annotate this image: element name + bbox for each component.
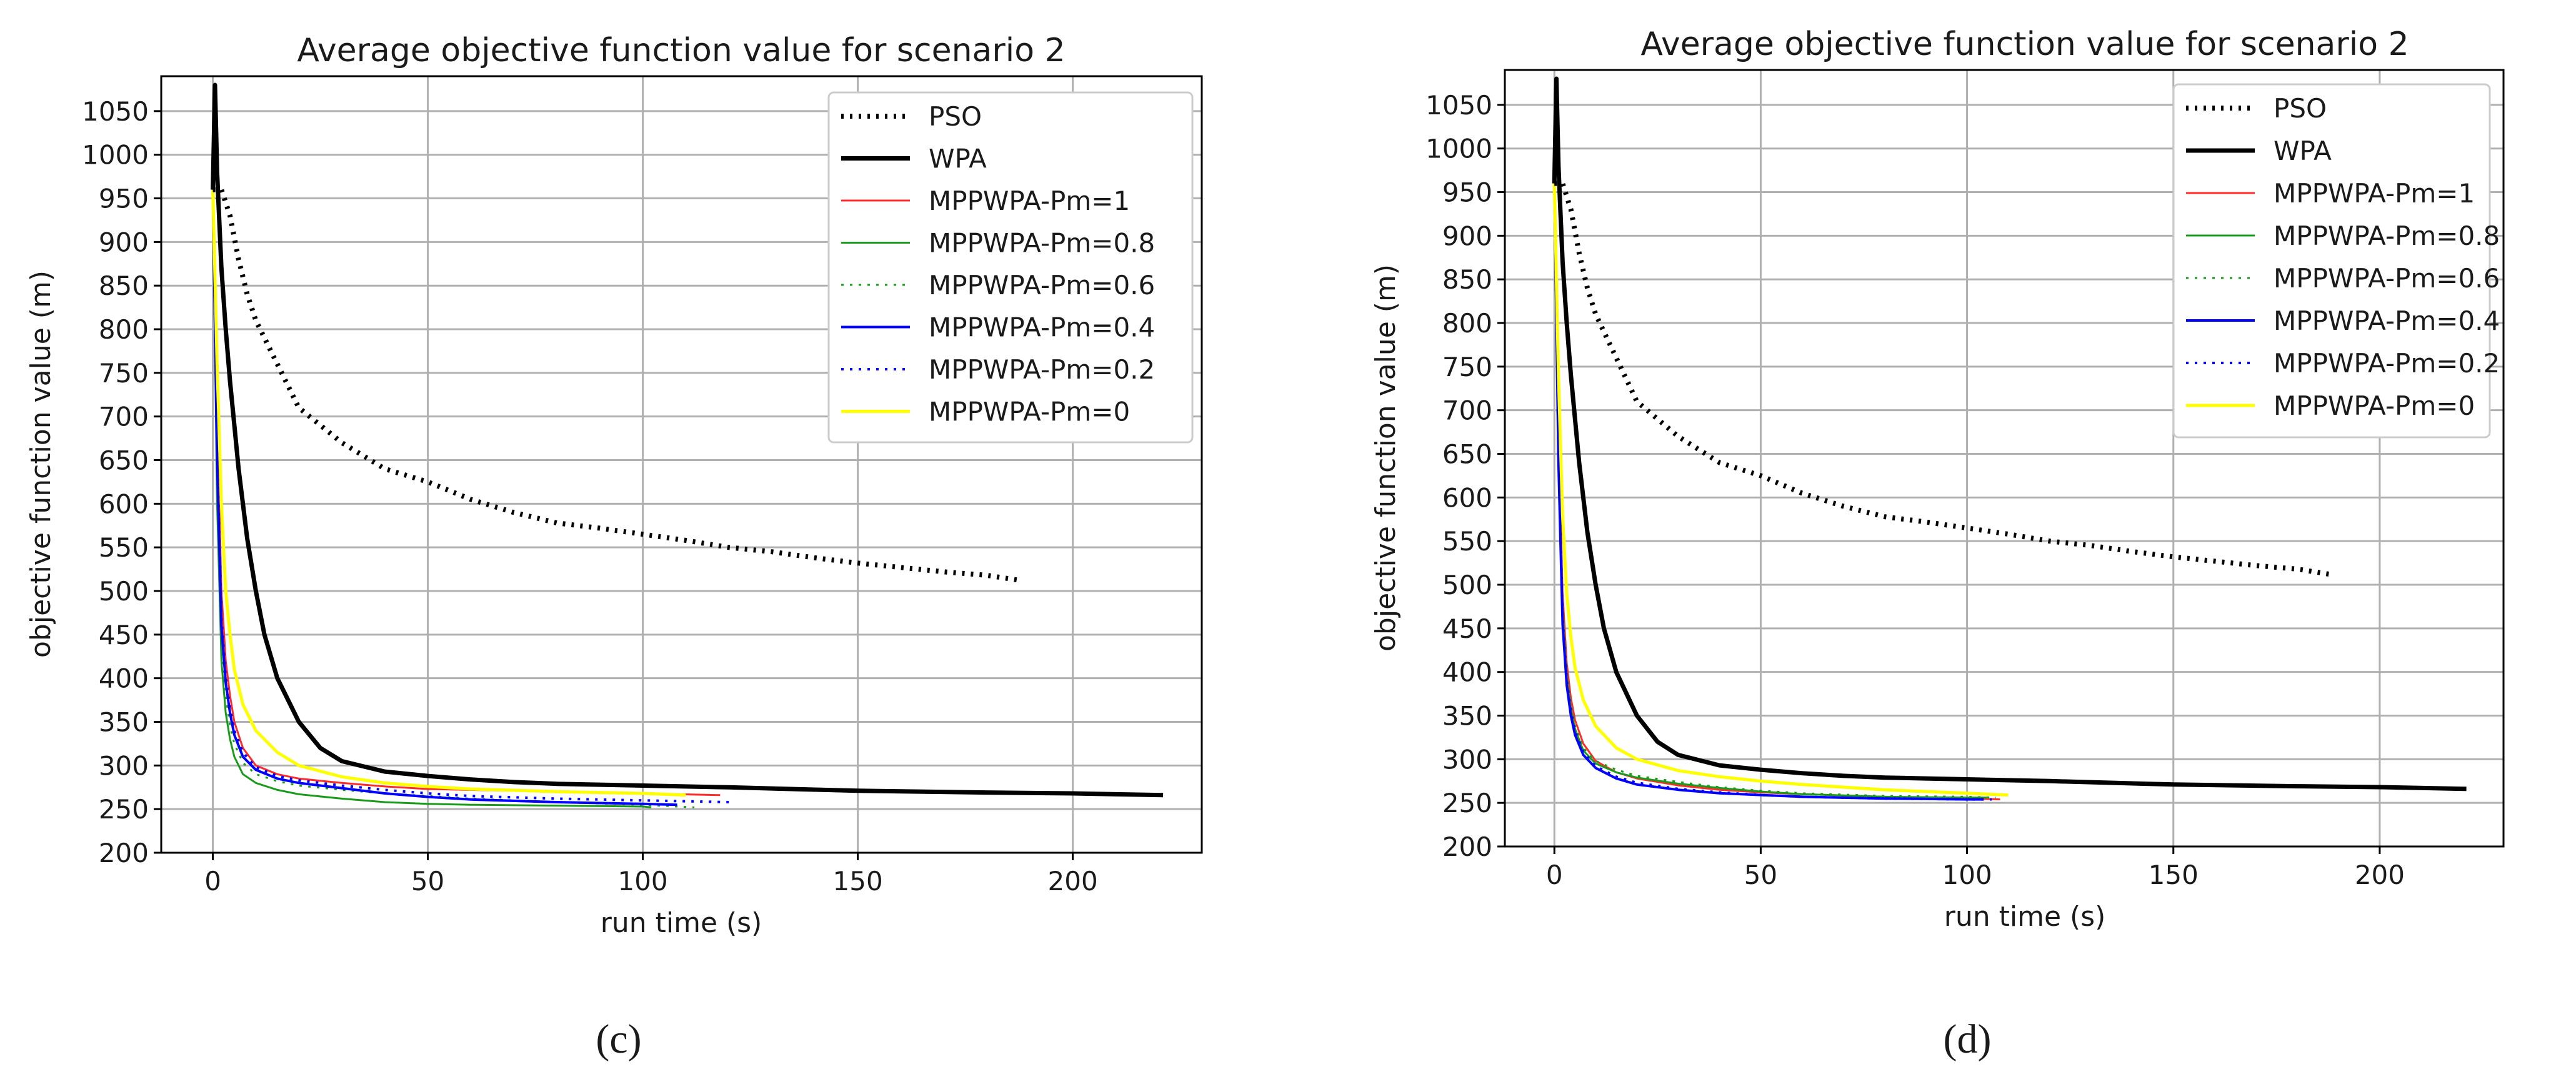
chart-panel-c: Average objective function value for sce… <box>25 32 1203 1062</box>
y-axis-ticks: 200 250 300 350 400 450 500 550 600 650 700 750 800 8… <box>1425 90 1505 862</box>
legend-label: MPPWPA-Pm=0 <box>929 397 1130 427</box>
legend-box <box>827 91 1194 444</box>
series-line-mppwpa-pm-0-6 <box>1553 183 1996 799</box>
y-tick-label: 250 <box>99 794 149 825</box>
x-tick-label: 50 <box>411 866 444 896</box>
series-line-pso <box>212 187 1022 583</box>
legend-label: MPPWPA-Pm=0.8 <box>2274 221 2500 251</box>
y-tick-label: 600 <box>1442 482 1492 513</box>
y-tick-label: 200 <box>99 838 149 868</box>
y-tick-label: 1000 <box>1425 134 1492 164</box>
series-lines <box>211 82 1164 808</box>
x-tick-label: 50 <box>1744 860 1777 890</box>
series-lines <box>1552 76 2467 801</box>
x-axis-ticks: 0 50 100 150 200 <box>204 853 1098 896</box>
plot-frame <box>1504 69 2505 848</box>
legend-label: MPPWPA-Pm=0.4 <box>929 312 1155 343</box>
series-line-mppwpa-pm-0 <box>1552 183 2009 797</box>
y-tick-label: 850 <box>1442 264 1492 295</box>
y-tick-label: 550 <box>99 532 149 563</box>
y-tick-label: 850 <box>99 271 149 301</box>
y-tick-label: 450 <box>1442 613 1492 644</box>
x-tick-label: 0 <box>204 866 221 896</box>
x-axis-label: run time (s) <box>601 907 762 939</box>
series-line-mppwpa-pm-0-2 <box>1553 183 1992 801</box>
legend-label: MPPWPA-Pm=0 <box>2274 390 2475 421</box>
x-tick-label: 0 <box>1546 860 1563 890</box>
series-line-mppwpa-pm-0-2 <box>211 189 729 803</box>
series-line-mppwpa-pm-0 <box>211 189 686 797</box>
x-tick-label: 100 <box>617 866 667 896</box>
legend-label: MPPWPA-Pm=0.6 <box>929 270 1155 300</box>
chart-title: Average objective function value for sce… <box>1640 26 2409 63</box>
y-tick-label: 950 <box>1442 177 1492 208</box>
legend-label: MPPWPA-Pm=0.4 <box>2274 305 2500 336</box>
legend-label: WPA <box>929 144 987 174</box>
legend-box <box>2172 83 2491 439</box>
y-tick-label: 650 <box>99 445 149 476</box>
y-tick-label: 450 <box>99 620 149 650</box>
y-axis-ticks: 200 250 300 350 400 450 500 550 600 650 700 750 800 8… <box>82 96 161 868</box>
y-tick-label: 300 <box>99 750 149 781</box>
y-axis-label: objective function value (m) <box>25 271 57 658</box>
y-tick-label: 600 <box>99 489 149 519</box>
y-tick-label: 700 <box>1442 395 1492 426</box>
legend-label: MPPWPA-Pm=1 <box>929 186 1130 216</box>
plot-frame <box>160 75 1203 854</box>
panel-label: (d) <box>1944 1016 1992 1062</box>
y-tick-label: 800 <box>99 314 149 345</box>
x-tick-label: 150 <box>2149 860 2199 890</box>
legend-label: MPPWPA-Pm=0.8 <box>929 228 1155 259</box>
legend-label: WPA <box>2274 136 2332 166</box>
panel-label: (c) <box>596 1016 641 1062</box>
y-tick-label: 900 <box>99 227 149 257</box>
y-tick-label: 400 <box>99 663 149 694</box>
y-axis-label: objective function value (m) <box>1370 264 1402 652</box>
x-tick-label: 200 <box>2355 860 2405 890</box>
legend: PSO WPA MPPWPA-Pm=1 MPPWPA-Pm=0.8 MPPWPA-Pm=… <box>827 91 1194 444</box>
x-axis-ticks: 0 50 100 150 200 <box>1546 846 2405 890</box>
y-tick-label: 950 <box>99 184 149 214</box>
y-tick-label: 500 <box>99 576 149 607</box>
legend-label: PSO <box>929 101 982 132</box>
y-tick-label: 250 <box>1442 788 1492 818</box>
x-tick-label: 100 <box>1942 860 1992 890</box>
x-tick-label: 150 <box>833 866 883 896</box>
y-tick-label: 750 <box>99 358 149 389</box>
legend-label: PSO <box>2274 93 2327 124</box>
chart-title: Average objective function value for sce… <box>297 32 1065 69</box>
legend-label: MPPWPA-Pm=0.2 <box>929 354 1155 385</box>
y-tick-label: 700 <box>99 402 149 432</box>
legend-label: MPPWPA-Pm=0.6 <box>2274 263 2500 294</box>
legend-label: MPPWPA-Pm=1 <box>2274 178 2475 209</box>
series-line-wpa <box>1552 76 2467 792</box>
y-tick-label: 1050 <box>82 96 149 127</box>
y-tick-label: 200 <box>1442 831 1492 862</box>
y-tick-label: 800 <box>1442 308 1492 339</box>
y-tick-label: 550 <box>1442 526 1492 557</box>
series-line-mppwpa-pm-0-8 <box>212 189 652 808</box>
legend-label: MPPWPA-Pm=0.2 <box>2274 348 2500 379</box>
y-tick-label: 350 <box>99 707 149 738</box>
y-tick-label: 300 <box>1442 744 1492 775</box>
y-tick-label: 650 <box>1442 439 1492 470</box>
y-tick-label: 1000 <box>82 140 149 171</box>
series-line-wpa <box>211 82 1164 798</box>
y-tick-label: 400 <box>1442 657 1492 688</box>
x-tick-label: 200 <box>1048 866 1098 896</box>
chart-panel-d: Average objective function value for sce… <box>1370 26 2505 1062</box>
x-axis-label: run time (s) <box>1944 901 2106 933</box>
legend: PSO WPA MPPWPA-Pm=1 MPPWPA-Pm=0.8 MPPWPA-Pm=… <box>2172 83 2500 439</box>
y-tick-label: 1050 <box>1425 90 1492 121</box>
y-tick-label: 750 <box>1442 352 1492 382</box>
y-tick-label: 350 <box>1442 701 1492 732</box>
y-tick-label: 900 <box>1442 221 1492 251</box>
y-tick-label: 500 <box>1442 570 1492 600</box>
